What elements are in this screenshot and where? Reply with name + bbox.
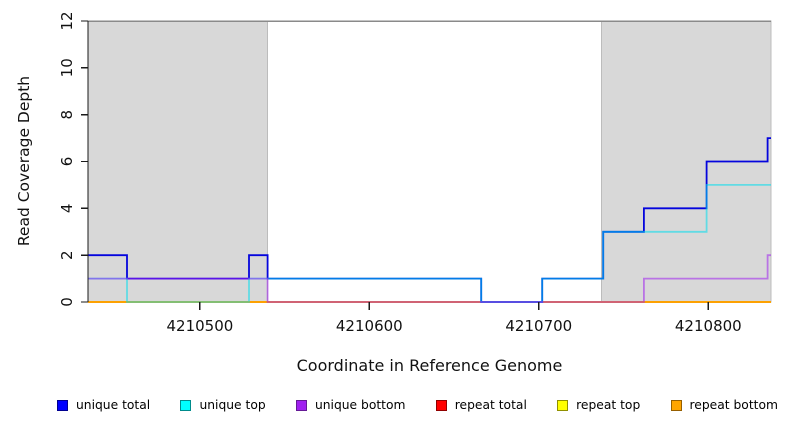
legend-item-unique-total: unique total xyxy=(57,398,150,412)
y-axis-label: Read Coverage Depth xyxy=(15,75,33,247)
legend-item-repeat-top: repeat top xyxy=(557,398,640,412)
legend-label-repeat-top: repeat top xyxy=(576,398,641,412)
legend-swatch-repeat-bottom-icon xyxy=(670,399,682,411)
y-tick-label: 2 xyxy=(58,250,76,260)
legend-item-repeat-total: repeat total xyxy=(435,398,527,412)
x-tick-label: 4210600 xyxy=(336,317,403,335)
legend: unique total unique top unique bottom repea… xyxy=(57,398,778,412)
y-tick-label: 6 xyxy=(58,157,76,167)
x-tick-label: 4210700 xyxy=(505,317,572,335)
x-tick-label: 4210500 xyxy=(166,317,233,335)
y-tick-label: 12 xyxy=(58,11,76,30)
legend-label-unique-total: unique total xyxy=(76,398,151,412)
legend-item-unique-top: unique top xyxy=(180,398,266,412)
legend-swatch-unique-top-icon xyxy=(180,399,192,411)
y-tick-label: 10 xyxy=(58,58,76,77)
legend-swatch-repeat-total-icon xyxy=(435,399,447,411)
series-line-unique-bottom xyxy=(88,254,771,303)
y-tick-label: 0 xyxy=(58,297,76,307)
x-axis-label: Coordinate in Reference Genome xyxy=(296,356,563,375)
x-tick-label: 4210800 xyxy=(675,317,742,335)
repeat-region-left xyxy=(87,20,269,303)
y-tick-label: 8 xyxy=(58,110,76,120)
legend-label-repeat-bottom: repeat bottom xyxy=(689,398,778,412)
legend-label-unique-bottom: unique bottom xyxy=(314,398,406,412)
legend-item-repeat-bottom: repeat bottom xyxy=(670,398,778,412)
legend-swatch-unique-total-icon xyxy=(57,399,68,411)
y-tick-label: 4 xyxy=(58,204,76,214)
legend-item-unique-bottom: unique bottom xyxy=(295,398,406,412)
legend-swatch-unique-bottom-icon xyxy=(295,399,307,411)
legend-label-repeat-total: repeat total xyxy=(454,398,527,412)
legend-swatch-repeat-top-icon xyxy=(557,399,569,411)
legend-label-unique-top: unique top xyxy=(199,398,266,412)
